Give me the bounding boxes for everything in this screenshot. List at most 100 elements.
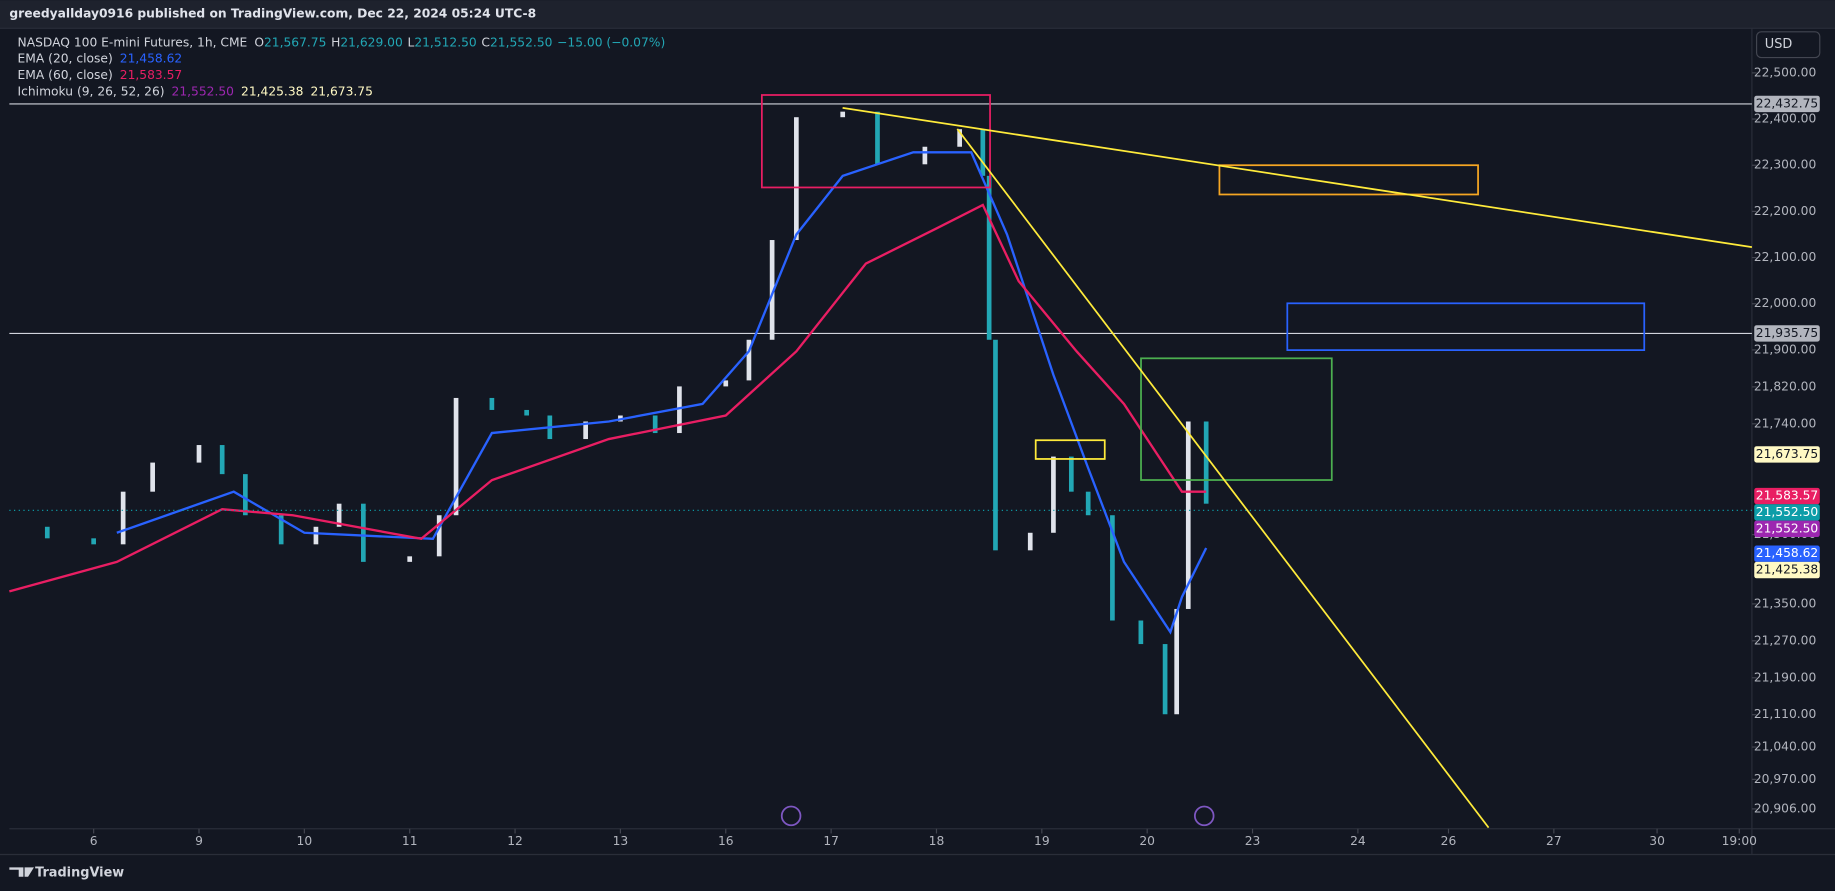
price-badge-label: 21,935.75 xyxy=(1756,326,1818,340)
candle xyxy=(746,339,752,381)
y-tick-label: 22,300.00 xyxy=(1754,158,1816,172)
candle xyxy=(1110,515,1115,621)
candle xyxy=(336,503,342,527)
candle xyxy=(1068,456,1074,492)
drawing-rect xyxy=(1286,302,1646,351)
candle xyxy=(453,397,459,516)
legend: NASDAQ 100 E-mini Futures, 1h, CME O21,56… xyxy=(18,35,666,98)
candle xyxy=(1138,620,1144,645)
ohlc-key: L xyxy=(407,35,414,49)
indicator-value: 21,673.75 xyxy=(310,84,372,98)
candle xyxy=(243,474,248,516)
x-tick-label: 17 xyxy=(823,834,839,848)
ema-line xyxy=(9,203,1207,593)
indicator-value: 21,583.57 xyxy=(120,68,182,82)
currency-button[interactable] xyxy=(1756,31,1821,59)
candle xyxy=(875,111,880,165)
y-tick-label: 21,270.00 xyxy=(1754,633,1816,647)
legend-row: Ichimoku (9, 26, 52, 26) 21,552.50 21,425.… xyxy=(18,84,373,98)
candle xyxy=(407,556,413,562)
x-tick-label: 30 xyxy=(1649,834,1665,848)
x-tick-label: 19 xyxy=(1034,834,1050,848)
candle xyxy=(1185,421,1191,609)
candle xyxy=(769,240,775,340)
ema-line xyxy=(116,151,1208,635)
candle xyxy=(1174,608,1180,715)
price-badge-label: 21,552.50 xyxy=(1756,521,1818,535)
candle xyxy=(652,415,658,434)
price-badge-label: 22,432.75 xyxy=(1756,96,1818,110)
legend-row: EMA (20, close) 21,458.62 xyxy=(18,51,183,65)
ohlc-key: O xyxy=(254,35,264,49)
candle xyxy=(436,515,442,557)
event-icon[interactable] xyxy=(780,805,802,827)
candle xyxy=(361,503,366,562)
x-tick-label: 23 xyxy=(1245,834,1261,848)
ohlc-value: 21,552.50 xyxy=(490,35,552,49)
trend-line xyxy=(842,107,1753,249)
x-tick-label: 20 xyxy=(1139,834,1155,848)
price-badge xyxy=(1754,446,1820,463)
x-tick-label: 12 xyxy=(507,834,523,848)
x-tick-label: 6 xyxy=(90,834,98,848)
candle xyxy=(1085,491,1091,516)
x-tick-label: 18 xyxy=(929,834,945,848)
candle xyxy=(91,538,96,545)
candle xyxy=(120,491,126,545)
x-tick-label: 10 xyxy=(297,834,313,848)
indicator-value: 21,552.50 xyxy=(172,84,234,98)
x-tick-label: 16 xyxy=(718,834,734,848)
candle xyxy=(196,445,202,463)
candle xyxy=(313,526,319,545)
drawing-rect xyxy=(1140,357,1333,481)
y-tick-label: 21,900.00 xyxy=(1754,342,1816,356)
event-icon[interactable] xyxy=(1193,805,1215,827)
candle xyxy=(278,515,284,545)
drawing-rect xyxy=(1034,439,1106,460)
candle xyxy=(723,380,729,387)
candle xyxy=(150,462,155,492)
y-tick-label: 21,040.00 xyxy=(1754,740,1816,754)
candle xyxy=(583,421,588,440)
drawing-rect xyxy=(1218,164,1479,196)
y-tick-label: 22,100.00 xyxy=(1754,250,1816,264)
indicator-name: EMA (60, close) xyxy=(18,68,113,82)
price-badge xyxy=(1754,520,1820,537)
drawing-rect xyxy=(760,94,991,189)
price-badge xyxy=(1754,487,1820,505)
header: greedyallday0916 published on TradingVie… xyxy=(9,7,536,21)
x-tick-label: 24 xyxy=(1350,834,1366,848)
indicator-value: 21,425.38 xyxy=(241,84,303,98)
candle xyxy=(44,526,50,539)
currency[interactable]: USD xyxy=(1765,37,1793,52)
y-tick-label: 20,970.00 xyxy=(1754,772,1816,786)
indicator-name: EMA (20, close) xyxy=(18,51,113,65)
x-tick-label: 11 xyxy=(402,834,418,848)
y-tick-label: 21,740.00 xyxy=(1754,416,1816,430)
price-badge-label: 21,458.62 xyxy=(1756,546,1818,560)
price-badge xyxy=(1754,95,1820,113)
ohlc-value: 21,629.00 xyxy=(340,35,402,49)
candle xyxy=(957,129,962,147)
y-tick-label: 21,820.00 xyxy=(1754,379,1816,393)
ohlc-key: H xyxy=(331,35,340,49)
candle xyxy=(840,111,846,118)
y-tick-label: 22,200.00 xyxy=(1754,204,1816,218)
y-tick-label: 21,190.00 xyxy=(1754,670,1816,684)
y-tick-label: 22,400.00 xyxy=(1754,112,1816,126)
candle xyxy=(993,339,998,551)
y-tick-label: 21,110.00 xyxy=(1754,707,1816,721)
candle xyxy=(219,445,225,475)
x-tick-label: 19:00 xyxy=(1722,834,1757,848)
x-tick-label: 27 xyxy=(1546,834,1562,848)
candle xyxy=(1027,532,1033,551)
price-badge-label: 21,552.50 xyxy=(1756,505,1818,519)
y-tick-label: 22,000.00 xyxy=(1754,296,1816,310)
candle xyxy=(986,175,992,340)
y-tick-label: 21,350.00 xyxy=(1754,596,1816,610)
y-tick-label: 20,906.00 xyxy=(1754,801,1816,815)
candle xyxy=(980,129,986,176)
